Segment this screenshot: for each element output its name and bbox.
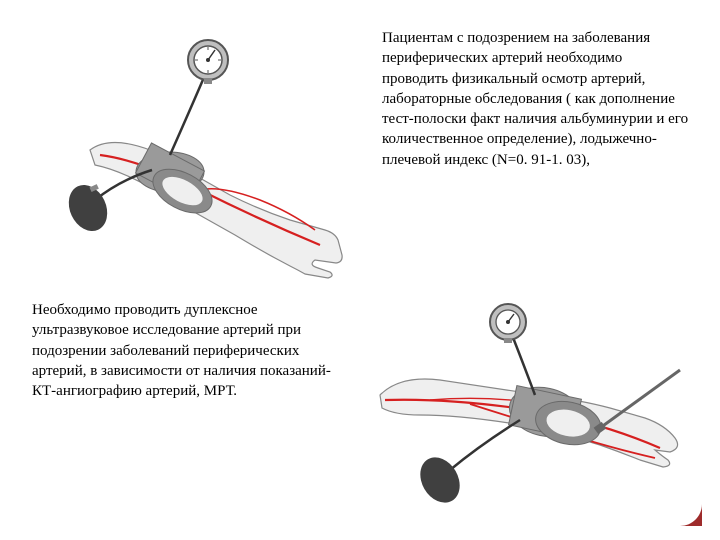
leg-bulb-tube bbox=[450, 420, 520, 470]
paragraph-left: Необходимо проводить дуплексное ультразв… bbox=[32, 300, 352, 401]
inflation-bulb-icon bbox=[62, 179, 115, 238]
arm-illustration bbox=[60, 20, 350, 280]
leg-inflation-bulb-icon bbox=[412, 450, 467, 510]
paragraph-right: Пациентам с подозрением на заболевания п… bbox=[382, 28, 692, 170]
gauge-tube bbox=[170, 75, 205, 155]
slide-container: Пациентам с подозрением на заболевания п… bbox=[0, 0, 720, 540]
ankle-cuff bbox=[505, 381, 605, 450]
leg-illustration bbox=[370, 300, 690, 510]
leg-pressure-gauge-icon bbox=[490, 304, 526, 343]
arm-outline bbox=[90, 143, 342, 279]
pressure-gauge-icon bbox=[188, 40, 228, 84]
corner-decoration-icon bbox=[674, 498, 702, 526]
